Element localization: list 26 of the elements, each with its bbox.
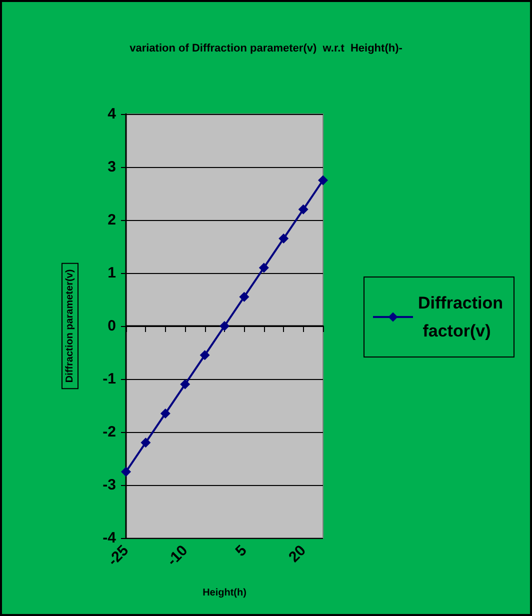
x-tick-label: 5 [232,542,250,560]
legend-label: Diffraction factor(v) [418,294,503,340]
point [239,292,250,302]
y-tick-label: 0 [108,318,116,334]
point [318,175,328,186]
point [121,466,131,477]
y-tick-label: -3 [102,476,116,494]
point [220,321,230,331]
point [160,408,170,418]
y-tick-label: 3 [108,158,116,176]
point [258,262,269,273]
y-axis-title: Diffraction parameter(v) [64,269,76,383]
y-tick-label: 2 [108,212,116,228]
point [278,234,289,244]
point [298,204,308,214]
y-tick-label: -1 [102,370,116,388]
x-tick-label: 20 [286,542,310,566]
y-tick-label: -2 [102,424,116,440]
chart-title: variation of Diffraction parameter(v) w.r.t Height(h)- [130,42,403,54]
y-tick-label: 4 [108,106,117,122]
point [180,379,190,390]
x-tick-label: -10 [164,542,192,570]
y-tick-label: 1 [108,264,116,282]
x-axis-title: Height(h) [202,588,246,598]
point [140,438,151,448]
point [200,350,210,360]
